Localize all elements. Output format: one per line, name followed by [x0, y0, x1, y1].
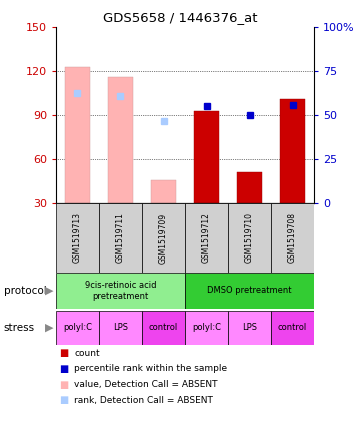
Text: control: control [149, 323, 178, 332]
Text: protocol: protocol [4, 286, 46, 296]
Text: count: count [74, 349, 100, 358]
Bar [142, 203, 185, 273]
Text: percentile rank within the sample: percentile rank within the sample [74, 364, 227, 374]
Bar [185, 203, 228, 273]
Bar [185, 273, 314, 309]
Bar [56, 203, 99, 273]
Bar [99, 203, 142, 273]
Text: 9cis-retinoic acid
pretreatment: 9cis-retinoic acid pretreatment [85, 281, 156, 301]
Bar [193, 111, 219, 203]
Text: polyI:C: polyI:C [63, 323, 92, 332]
Text: GSM1519713: GSM1519713 [73, 212, 82, 264]
Bar [56, 273, 185, 309]
Text: GSM1519711: GSM1519711 [116, 212, 125, 264]
Text: ▶: ▶ [44, 286, 53, 296]
Bar [271, 203, 314, 273]
Text: polyI:C: polyI:C [192, 323, 221, 332]
Text: GDS5658 / 1446376_at: GDS5658 / 1446376_at [103, 11, 258, 24]
Text: ■: ■ [60, 364, 69, 374]
Text: stress: stress [4, 323, 35, 333]
Bar [142, 311, 185, 345]
Text: GSM1519710: GSM1519710 [245, 212, 254, 264]
Bar [99, 311, 142, 345]
Bar [65, 67, 90, 203]
Bar [280, 99, 305, 203]
Text: rank, Detection Call = ABSENT: rank, Detection Call = ABSENT [74, 396, 213, 405]
Text: LPS: LPS [242, 323, 257, 332]
Text: ■: ■ [60, 348, 69, 358]
Bar [151, 180, 177, 203]
Text: value, Detection Call = ABSENT: value, Detection Call = ABSENT [74, 380, 218, 389]
Bar [185, 311, 228, 345]
Text: ■: ■ [60, 379, 69, 390]
Bar [228, 311, 271, 345]
Text: GSM1519708: GSM1519708 [288, 212, 297, 264]
Text: GSM1519709: GSM1519709 [159, 212, 168, 264]
Text: LPS: LPS [113, 323, 128, 332]
Text: GSM1519712: GSM1519712 [202, 212, 211, 264]
Bar [271, 311, 314, 345]
Bar [228, 203, 271, 273]
Text: control: control [278, 323, 307, 332]
Text: ▶: ▶ [44, 323, 53, 333]
Bar [237, 172, 262, 203]
Text: ■: ■ [60, 395, 69, 405]
Bar [108, 77, 134, 203]
Text: DMSO pretreatment: DMSO pretreatment [207, 286, 292, 295]
Bar [56, 311, 99, 345]
